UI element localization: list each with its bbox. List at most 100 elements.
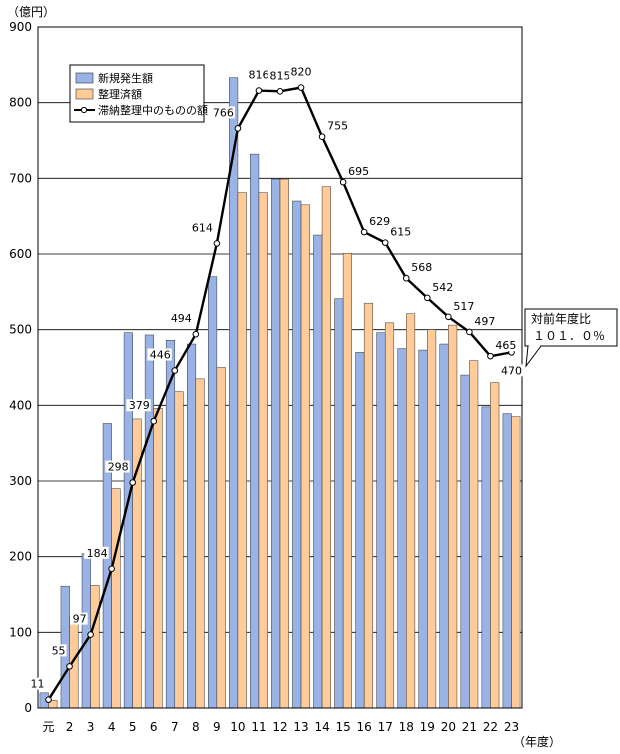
bar	[313, 234, 323, 709]
bar	[111, 488, 121, 709]
x-tick-label: 11	[251, 720, 266, 734]
data-label: 820	[291, 66, 312, 79]
x-tick-label: 9	[213, 720, 221, 734]
line-point	[297, 84, 305, 91]
line-point	[87, 631, 94, 638]
bar	[195, 378, 205, 709]
legend-marker	[80, 106, 88, 114]
legend-swatch	[75, 72, 94, 84]
line-point	[150, 417, 158, 425]
y-tick-label: 100	[9, 625, 32, 639]
y-tick-label: 500	[9, 323, 32, 337]
x-tick-label: 2	[66, 720, 74, 734]
line-point	[381, 239, 389, 246]
bar	[511, 416, 521, 709]
y-unit-label: （億円）	[7, 5, 55, 19]
data-label: 614	[192, 221, 213, 234]
x-unit-label: （年度）	[513, 734, 561, 749]
legend-label: 滞納整理中のものの額	[98, 103, 208, 117]
data-label: 470	[501, 364, 522, 377]
data-label: 379	[129, 399, 150, 412]
line-point	[129, 479, 136, 486]
data-label-bg	[168, 312, 193, 325]
x-tick-label: 5	[129, 720, 137, 734]
y-tick-label: 400	[9, 398, 32, 412]
data-label: 184	[87, 547, 108, 560]
x-tick-label: 6	[150, 720, 158, 734]
data-label: 615	[390, 226, 411, 239]
line-point	[45, 696, 52, 703]
bar	[271, 178, 281, 709]
data-label-bg	[326, 119, 351, 132]
data-label-bg	[246, 68, 272, 81]
data-label-bg	[267, 69, 293, 82]
callout-pointer	[525, 345, 542, 368]
bar	[363, 302, 374, 709]
line-point	[487, 352, 494, 360]
bars	[39, 77, 521, 709]
x-tick-label: 8	[192, 720, 200, 734]
data-label: 629	[369, 215, 390, 228]
data-label-bg	[389, 225, 414, 238]
line-point	[234, 125, 242, 132]
line-point	[192, 330, 200, 338]
y-tick-label: 200	[9, 550, 32, 564]
line-point	[255, 87, 263, 94]
callout-box	[524, 308, 618, 347]
bar	[90, 585, 100, 709]
line-point	[339, 178, 347, 186]
data-label-bg	[70, 612, 88, 625]
callout: 対前年度比 １０１．０％	[524, 308, 618, 368]
data-label-bg	[126, 399, 151, 412]
x-tick-label: 7	[171, 720, 179, 734]
bar	[144, 334, 154, 709]
x-tick-label: 14	[314, 720, 329, 734]
line-point	[360, 228, 368, 236]
data-label-bg	[499, 364, 524, 377]
y-tick-label: 700	[9, 171, 32, 185]
line-point	[108, 565, 115, 573]
line-point	[402, 274, 410, 282]
line-point	[66, 663, 73, 670]
x-tick-label: 17	[378, 720, 393, 734]
data-label-bg	[347, 165, 372, 178]
line-point	[171, 367, 179, 374]
bar	[279, 178, 289, 709]
bar	[292, 200, 302, 709]
bar	[186, 343, 197, 709]
x-tick-label: 20	[441, 720, 456, 734]
data-label-bg	[27, 677, 46, 690]
bar	[334, 298, 344, 709]
y-tick-label: 900	[9, 20, 32, 34]
data-label-bg	[105, 460, 130, 473]
data-label: 755	[327, 120, 348, 133]
y-tick-label: 300	[9, 474, 32, 488]
x-tick-label: 16	[357, 720, 372, 734]
bar	[342, 252, 352, 709]
callout-line-2: １０１．０％	[533, 329, 605, 343]
data-label: 446	[150, 349, 171, 362]
x-tick-label: 3	[87, 720, 95, 734]
data-label: 816	[248, 69, 269, 82]
bar	[397, 348, 407, 709]
data-label: 97	[73, 613, 87, 626]
data-label: 766	[213, 106, 234, 119]
data-label: 497	[474, 315, 495, 328]
legend-label: 整理済額	[98, 87, 142, 101]
bar	[448, 324, 458, 709]
data-label-bg	[288, 65, 314, 78]
data-label: 55	[52, 644, 66, 657]
x-tick-label: 10	[230, 720, 245, 734]
data-label-bg	[494, 339, 519, 352]
data-label: 517	[453, 300, 474, 313]
data-label: 542	[432, 281, 453, 294]
bar	[81, 553, 91, 709]
bar	[165, 340, 176, 709]
data-label-bg	[48, 644, 67, 657]
bar	[406, 313, 416, 709]
line-point	[318, 133, 326, 141]
bar	[237, 192, 247, 709]
bar	[384, 322, 395, 709]
bar	[300, 204, 310, 709]
bar	[427, 329, 437, 709]
